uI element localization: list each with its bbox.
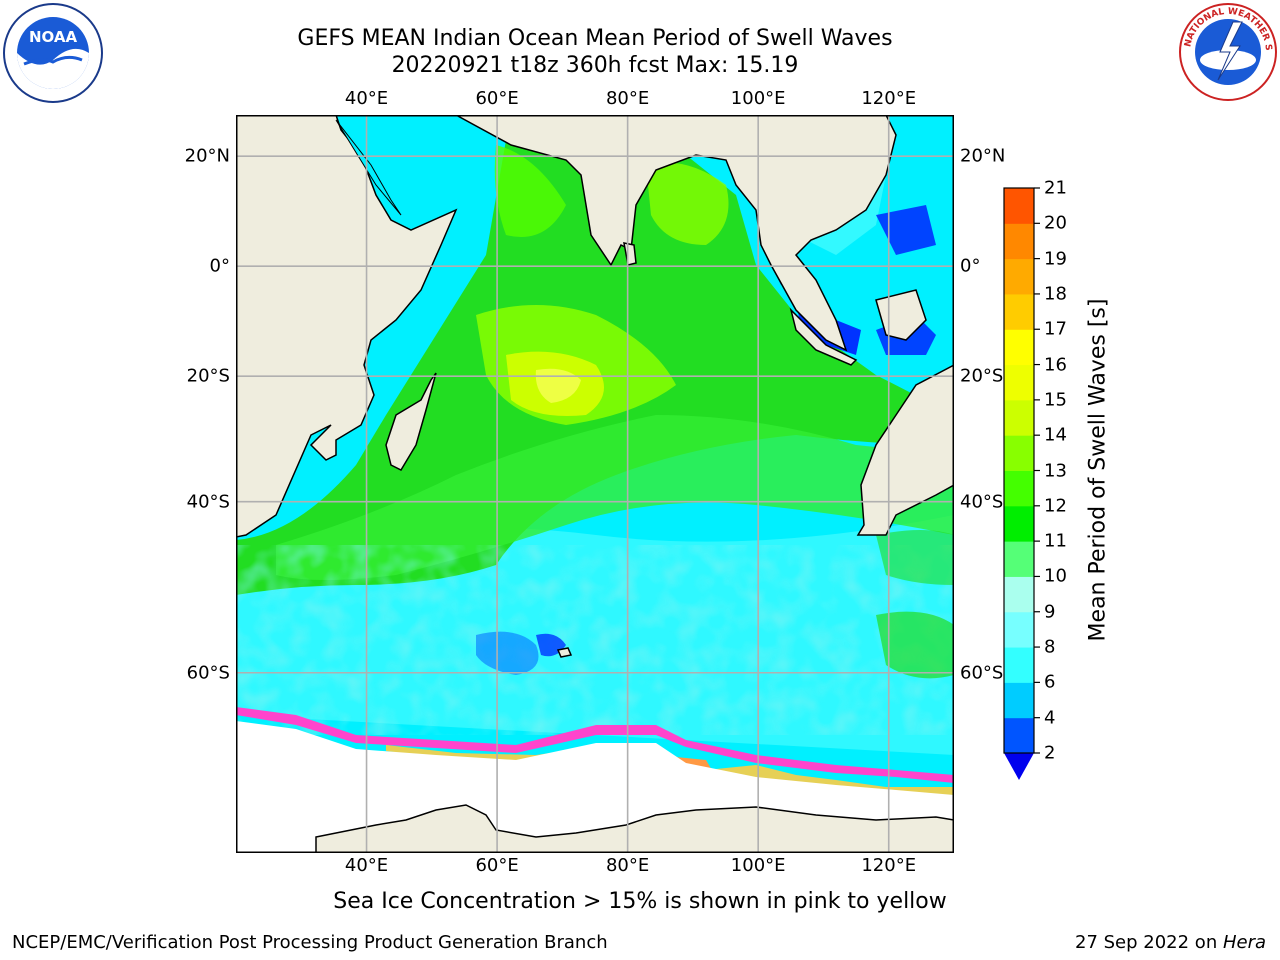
lon-tick-label-bottom: 80°E (605, 855, 650, 876)
lon-tick-label-top: 80°E (605, 88, 650, 109)
colorbar-tick-label: 6 (1044, 671, 1056, 693)
lon-tick-label-top: 60°E (475, 88, 519, 109)
lat-tick-label-right: 20°N (960, 145, 1006, 167)
colorbar-tick-label: 2 (1044, 742, 1056, 764)
land-antarctica (315, 804, 954, 853)
lat-tick-label-right: 20°S (960, 365, 1004, 387)
colorbar-tick-label: 8 (1044, 636, 1056, 658)
colorbar-tick-label: 16 (1044, 354, 1067, 376)
colorbar-tick-label: 19 (1044, 248, 1067, 270)
lat-tick-label-left: 60°S (186, 662, 230, 684)
noaa-logo: NOAA (3, 3, 103, 103)
colorbar-tick-label: 21 (1044, 177, 1067, 199)
lon-tick-label-bottom: 120°E (861, 855, 917, 876)
colorbar-bin (1004, 717, 1034, 754)
map-border (236, 115, 954, 853)
colorbar-bin (1004, 611, 1034, 648)
colorbar-tick-label: 17 (1044, 318, 1067, 340)
graticule (236, 115, 954, 853)
lon-tick-label-top: 120°E (861, 88, 917, 109)
land-madagascar (385, 372, 437, 471)
colorbar-tick-label: 13 (1044, 460, 1067, 481)
colorbar-label: Mean Period of Swell Waves [s] (1085, 298, 1111, 642)
lat-tick-label-left: 20°S (186, 365, 230, 387)
land-australia (856, 364, 954, 536)
colorbar-bin (1004, 576, 1034, 613)
land-kerguelen (556, 647, 573, 658)
lat-tick-label-left: 20°N (184, 145, 230, 167)
sea-ice-edge (236, 707, 954, 783)
colorbar-bin (1004, 470, 1034, 507)
lon-tick-label-top: 40°E (344, 88, 389, 109)
colorbar (1003, 187, 1040, 780)
footer-date-text: 27 Sep 2022 on (1075, 932, 1223, 953)
footer-machine: Hera (1222, 932, 1266, 953)
nws-logo: NATIONAL WEATHER SERVICE (1178, 2, 1277, 101)
colorbar-bin (1004, 188, 1034, 224)
footer-credit: NCEP/EMC/Verification Post Processing Pr… (12, 932, 608, 953)
lon-tick-label-top: 100°E (730, 88, 786, 109)
sea-ice-note: Sea Ice Concentration > 15% is shown in … (333, 889, 947, 914)
colorbar-tick-label: 9 (1044, 601, 1056, 623)
lon-tick-label-bottom: 60°E (475, 855, 519, 876)
colorbar-bin (1004, 435, 1034, 471)
map-subtitle: 20220921 t18z 360h fcst Max: 15.19 (391, 53, 799, 78)
footer-date: 27 Sep 2022 on Hera (1075, 932, 1266, 953)
noaa-logo-text: NOAA (29, 28, 78, 46)
colorbar-tick-label: 11 (1044, 530, 1067, 552)
colorbar-bin (1004, 293, 1034, 330)
colorbar-tick-label: 12 (1044, 495, 1067, 517)
lat-tick-label-right: 0° (960, 255, 981, 277)
colorbar-bin (1004, 329, 1034, 366)
lon-tick-label-bottom: 40°E (344, 855, 389, 876)
lat-tick-label-left: 40°S (186, 491, 230, 513)
lat-tick-label-left: 0° (209, 255, 230, 277)
colorbar-tick-label: 14 (1044, 424, 1067, 446)
colorbar-tick-label: 4 (1044, 707, 1056, 729)
lon-tick-label-bottom: 100°E (730, 855, 786, 876)
land-sumatra (789, 307, 858, 366)
colorbar-bin (1004, 399, 1034, 436)
colorbar-bin (1004, 541, 1034, 577)
map-panel (236, 115, 954, 853)
colorbar-bin (1004, 364, 1034, 401)
colorbar-tick-label: 15 (1044, 389, 1067, 411)
lat-tick-label-right: 40°S (960, 491, 1004, 513)
colorbar-tick-label: 10 (1044, 565, 1067, 587)
colorbar-bin (1004, 682, 1034, 719)
colorbar-tick-label: 20 (1044, 212, 1067, 234)
colorbar-bin (1004, 223, 1034, 260)
colorbar-bin (1004, 647, 1034, 683)
land-africa (236, 115, 458, 538)
colorbar-bin (1004, 505, 1034, 542)
colorbar-extend-arrow (1004, 753, 1034, 780)
colorbar-tick-label: 18 (1044, 283, 1067, 305)
colorbar-bin (1004, 258, 1034, 295)
map-title: GEFS MEAN Indian Ocean Mean Period of Sw… (297, 26, 893, 51)
lat-tick-label-right: 60°S (960, 662, 1004, 684)
